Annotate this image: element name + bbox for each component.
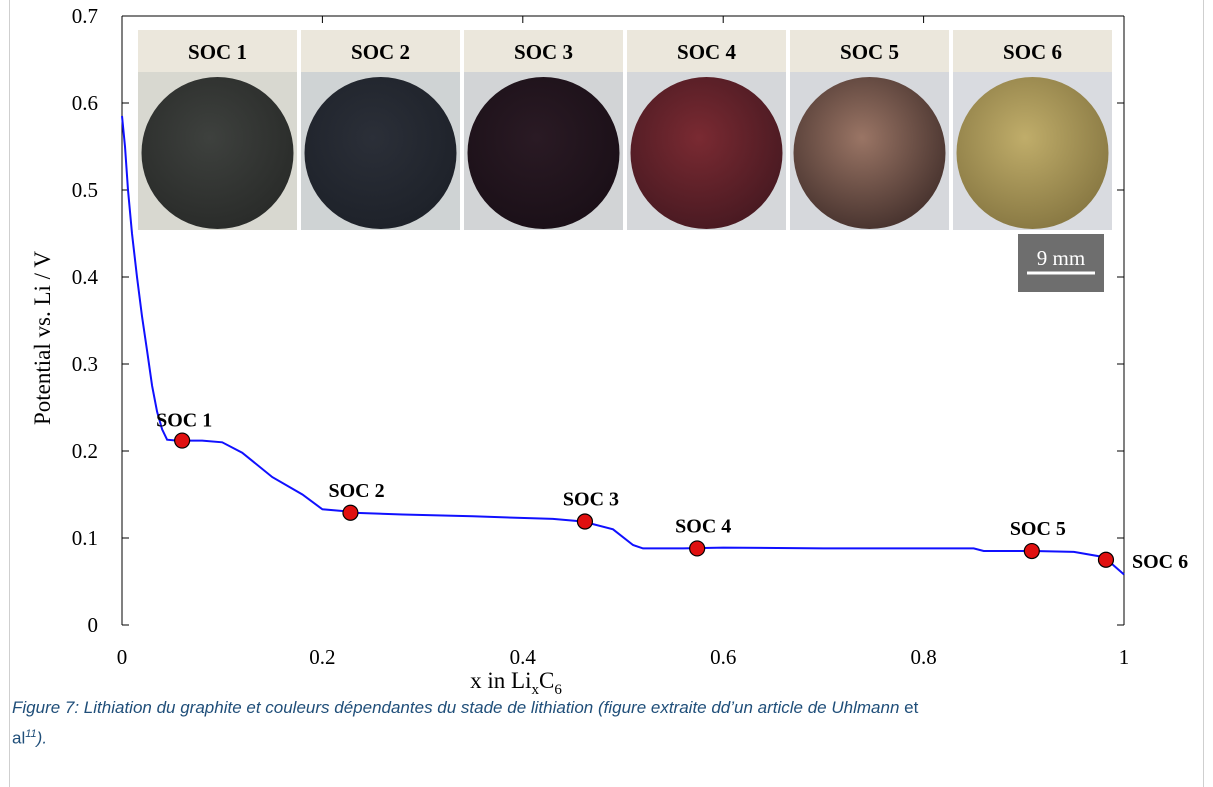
photo-header [627,30,786,72]
caption-text: Figure 7: Lithiation du graphite et coul… [12,698,905,717]
photo-disc [793,77,946,229]
marker-soc-3 [576,513,594,530]
x-tick-label: 0.4 [510,645,537,669]
y-tick-label: 0.1 [72,526,98,550]
photo-disc [467,77,620,229]
caption-end: ). [36,728,48,748]
y-tick-label: 0.5 [72,178,98,202]
scale-bar-label: 9 mm [1037,246,1085,270]
figure-caption: Figure 7: Lithiation du graphite et coul… [12,694,1202,752]
y-axis-label: Potential vs. Li / V [30,251,55,425]
axes: 0 0.1 0.2 0.3 0.4 0.5 0.6 0.7 0 0.2 0.4 0.6 0.8 1 [72,4,1130,669]
scale-bar: 9 mm [1018,234,1104,292]
photo-5: SOC 5 [790,30,949,230]
photo-header [464,30,623,72]
caption-et: et [904,698,919,717]
photo-disc [956,77,1109,229]
frame-left-border [9,0,10,787]
photo-disc [304,77,457,229]
marker-label-soc-4: SOC 4 [675,515,731,537]
y-tick-label: 0.7 [72,4,98,28]
photo-header [953,30,1112,72]
frame-right-border [1203,0,1204,787]
y-tick-label: 0.4 [72,265,99,289]
photo-1: SOC 1 [138,30,297,230]
photo-disc [141,77,294,229]
photo-label: SOC 3 [514,40,573,64]
x-axis-label: x in LixC6 [470,668,562,698]
sample-photos: SOC 1 SOC 2 SOC 3 SOC 4 SOC 5 SOC 6 [138,30,1112,230]
marker-soc-4 [689,540,706,557]
photo-2: SOC 2 [301,30,460,230]
caption-ref: 11 [25,728,37,740]
photo-6: SOC 6 [953,30,1112,230]
y-tick-label: 0.2 [72,439,98,463]
marker-label-soc-2: SOC 2 [328,480,384,502]
marker-label-soc-1: SOC 1 [156,410,212,432]
x-tick-label: 0.8 [910,645,936,669]
photo-header [138,30,297,72]
photo-header [301,30,460,72]
x-tick-label: 0.2 [309,645,335,669]
y-tick-label: 0.6 [72,91,98,115]
photo-label: SOC 5 [840,40,899,64]
photo-4: SOC 4 [627,30,786,230]
marker-soc-5 [1023,542,1040,560]
marker-label-soc-5: SOC 5 [1010,518,1066,540]
marker-label-soc-6: SOC 6 [1132,551,1188,573]
photo-header [790,30,949,72]
x-tick-label: 0 [117,645,128,669]
x-tick-label: 1 [1119,645,1130,669]
marker-soc-1 [174,432,191,449]
marker-label-soc-3: SOC 3 [563,488,619,510]
photo-label: SOC 6 [1003,40,1062,64]
photo-label: SOC 1 [188,40,247,64]
photo-label: SOC 2 [351,40,410,64]
marker-soc-2 [342,504,359,521]
soc-markers: SOC 1 SOC 2 SOC 3 SOC 4 SOC 5 SOC 6 [156,410,1188,573]
marker-soc-6 [1097,551,1115,568]
caption-al: al [12,728,26,748]
x-tick-label: 0.6 [710,645,736,669]
y-tick-label: 0 [88,613,99,637]
photo-disc [630,77,783,229]
photo-label: SOC 4 [677,40,736,64]
y-tick-label: 0.3 [72,352,98,376]
photo-3: SOC 3 [464,30,623,230]
